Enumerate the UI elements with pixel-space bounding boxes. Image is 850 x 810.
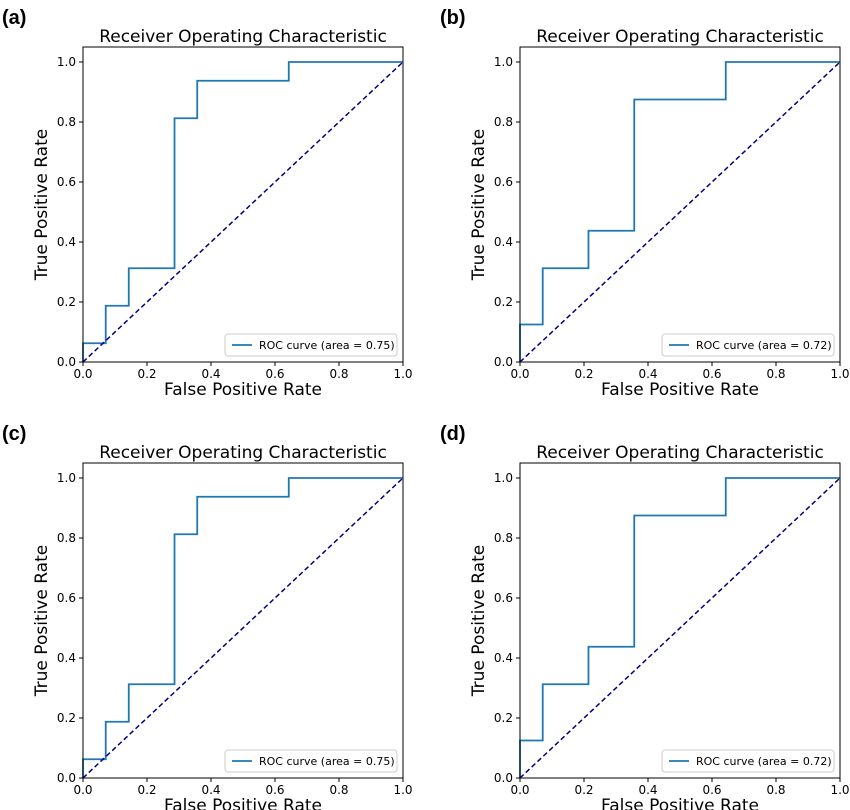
panel-label: (a) [2, 7, 26, 29]
x-tick-label: 0.6 [702, 367, 721, 381]
x-tick-label: 0.0 [73, 367, 92, 381]
x-tick-label: 0.4 [201, 367, 220, 381]
chance-diagonal-line [519, 477, 841, 779]
plot-frame [519, 462, 841, 779]
legend-label: ROC curve (area = 0.72) [696, 755, 832, 768]
x-tick-label: 0.6 [702, 783, 721, 797]
x-tick-label: 0.4 [638, 367, 657, 381]
legend: ROC curve (area = 0.72) [661, 749, 835, 773]
y-tick-label: 0.2 [57, 295, 76, 309]
x-axis-label: False Positive Rate [601, 380, 759, 400]
chart-title: Receiver Operating Characteristic [99, 443, 387, 463]
plot-frame [82, 462, 404, 779]
legend-box [661, 749, 835, 773]
legend-label: ROC curve (area = 0.75) [259, 339, 395, 352]
x-tick-label: 0.2 [137, 783, 156, 797]
x-tick-label: 1.0 [830, 783, 849, 797]
legend-box [224, 333, 398, 357]
legend: ROC curve (area = 0.75) [224, 749, 398, 773]
chance-diagonal-line [82, 477, 404, 779]
x-axis-label: False Positive Rate [164, 796, 322, 810]
y-tick-label: 0.0 [57, 355, 76, 369]
y-tick-label: 1.0 [57, 55, 76, 69]
y-tick-label: 1.0 [57, 471, 76, 485]
y-tick-label: 0.4 [494, 235, 513, 249]
x-tick-label: 0.8 [329, 367, 348, 381]
y-tick-label: 0.2 [494, 711, 513, 725]
y-tick-label: 0.4 [494, 651, 513, 665]
y-tick-label: 0.8 [494, 115, 513, 129]
x-tick-label: 0.2 [574, 783, 593, 797]
y-tick-label: 0.6 [57, 591, 76, 605]
chance-diagonal-line [82, 61, 404, 363]
roc-curve-line [519, 61, 840, 362]
roc-curve-line [82, 477, 403, 778]
plot-frame [519, 46, 841, 363]
x-tick-label: 1.0 [393, 783, 412, 797]
chart-title: Receiver Operating Characteristic [536, 27, 824, 47]
chance-diagonal-line [519, 61, 841, 363]
chart-title: Receiver Operating Characteristic [536, 443, 824, 463]
y-tick-label: 0.6 [57, 175, 76, 189]
x-tick-label: 0.0 [73, 783, 92, 797]
legend-label: ROC curve (area = 0.75) [259, 755, 395, 768]
x-axis-label: False Positive Rate [164, 380, 322, 400]
y-axis-label: True Positive Rate [32, 545, 52, 697]
x-tick-label: 0.6 [265, 783, 284, 797]
y-tick-label: 0.8 [57, 115, 76, 129]
y-tick-label: 0.6 [494, 175, 513, 189]
y-axis-label: True Positive Rate [32, 129, 52, 281]
y-tick-label: 1.0 [494, 55, 513, 69]
panel-label: (d) [440, 423, 466, 445]
y-axis-label: True Positive Rate [469, 545, 489, 697]
x-tick-label: 0.4 [201, 783, 220, 797]
y-tick-label: 0.4 [57, 651, 76, 665]
legend-box [224, 749, 398, 773]
roc-curve-line [82, 61, 403, 362]
y-tick-label: 0.0 [57, 771, 76, 785]
x-tick-label: 0.0 [510, 367, 529, 381]
x-tick-label: 0.0 [510, 783, 529, 797]
x-tick-label: 0.2 [574, 367, 593, 381]
y-tick-label: 0.8 [57, 531, 76, 545]
x-tick-label: 0.8 [329, 783, 348, 797]
x-tick-label: 0.4 [638, 783, 657, 797]
y-tick-label: 0.0 [494, 355, 513, 369]
y-tick-label: 0.0 [494, 771, 513, 785]
plot-frame [82, 46, 404, 363]
roc-curve-line [519, 477, 840, 778]
chart-title: Receiver Operating Characteristic [99, 27, 387, 47]
panel-label: (c) [2, 423, 26, 445]
y-tick-label: 0.4 [57, 235, 76, 249]
x-tick-label: 0.6 [265, 367, 284, 381]
x-tick-label: 0.8 [766, 783, 785, 797]
y-tick-label: 1.0 [494, 471, 513, 485]
x-tick-label: 1.0 [830, 367, 849, 381]
panel-label: (b) [440, 7, 466, 29]
x-tick-label: 0.8 [766, 367, 785, 381]
legend: ROC curve (area = 0.75) [224, 333, 398, 357]
y-axis-label: True Positive Rate [469, 129, 489, 281]
y-tick-label: 0.8 [494, 531, 513, 545]
legend: ROC curve (area = 0.72) [661, 333, 835, 357]
y-tick-label: 0.2 [494, 295, 513, 309]
x-axis-label: False Positive Rate [601, 796, 759, 810]
y-tick-label: 0.2 [57, 711, 76, 725]
legend-box [661, 333, 835, 357]
legend-label: ROC curve (area = 0.72) [696, 339, 832, 352]
x-tick-label: 0.2 [137, 367, 156, 381]
y-tick-label: 0.6 [494, 591, 513, 605]
x-tick-label: 1.0 [393, 367, 412, 381]
